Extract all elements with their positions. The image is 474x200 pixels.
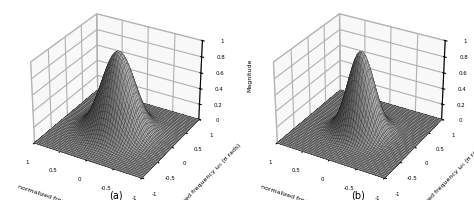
Text: (a): (a) bbox=[109, 190, 122, 200]
Text: (b): (b) bbox=[351, 190, 365, 200]
X-axis label: normalized frequency ω₂ (π rads): normalized frequency ω₂ (π rads) bbox=[260, 184, 360, 200]
Y-axis label: normalized frequency ω₁ (π rads): normalized frequency ω₁ (π rads) bbox=[165, 142, 242, 200]
X-axis label: normalized frequency ω₂ (π rads): normalized frequency ω₂ (π rads) bbox=[17, 184, 118, 200]
Y-axis label: normalized frequency ω₁ (π rads): normalized frequency ω₁ (π rads) bbox=[408, 142, 474, 200]
